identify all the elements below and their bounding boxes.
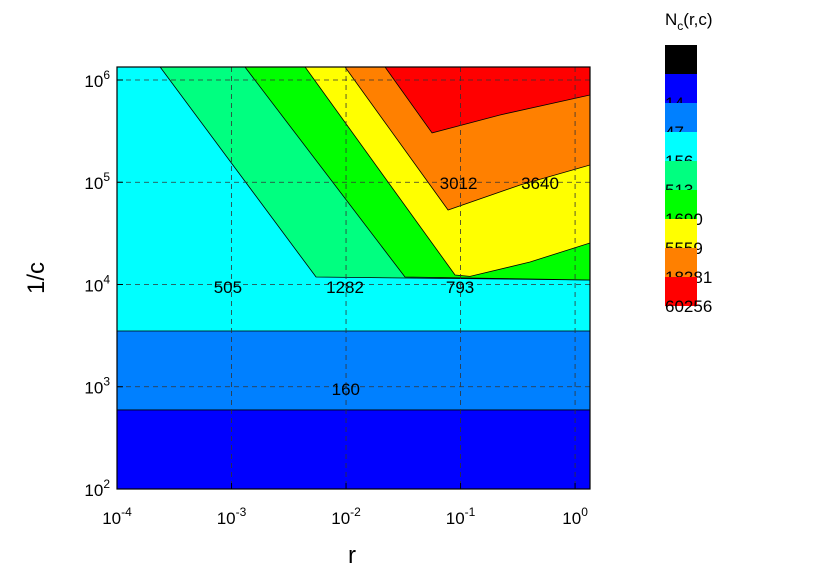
contour-label: 160 <box>332 380 360 399</box>
colorbar-title: Nc(r,c) <box>665 10 713 33</box>
tick-base: 10 <box>84 72 103 91</box>
contour-label: 505 <box>214 278 242 297</box>
tick-base: 10 <box>84 276 103 295</box>
plot-area <box>117 67 590 489</box>
colorbar-swatch <box>665 277 697 306</box>
tick-label: 106 <box>84 68 110 91</box>
tick-exponent: 3 <box>103 375 110 389</box>
x-axis-label: r <box>348 542 356 569</box>
colorbar-swatch <box>665 248 697 277</box>
colorbar-title-part: c <box>677 19 683 33</box>
tick-label: 105 <box>84 170 110 193</box>
tick-exponent: 0 <box>581 505 588 519</box>
tick-exponent: 5 <box>103 170 110 184</box>
tick-label: 104 <box>84 272 110 295</box>
tick-base: 10 <box>84 481 103 500</box>
tick-exponent: -1 <box>465 505 476 519</box>
tick-label: 103 <box>84 375 110 398</box>
colorbar-swatch <box>665 74 697 103</box>
tick-label: 10-3 <box>217 505 247 528</box>
tick-exponent: -2 <box>350 505 361 519</box>
contour-region <box>384 67 590 134</box>
tick-base: 10 <box>446 509 465 528</box>
tick-base: 10 <box>84 379 103 398</box>
tick-base: 10 <box>84 174 103 193</box>
y-axis-label: 1/c <box>23 262 50 294</box>
tick-exponent: -3 <box>236 505 247 519</box>
tick-label: 10-4 <box>102 505 132 528</box>
contour-label: 3640 <box>521 174 559 193</box>
tick-label: 100 <box>562 505 588 528</box>
contour-label: 793 <box>446 278 474 297</box>
colorbar-swatch <box>665 103 697 132</box>
colorbar-title-part: N <box>665 10 677 29</box>
colorbar-swatch <box>665 45 697 74</box>
contour-label: 1282 <box>326 278 364 297</box>
colorbar-swatch <box>665 161 697 190</box>
colorbar-title-part: (r,c) <box>683 10 712 29</box>
colorbar-swatch <box>665 132 697 161</box>
tick-exponent: 6 <box>103 68 110 82</box>
colorbar-swatch <box>665 190 697 219</box>
tick-label: 10-2 <box>331 505 361 528</box>
colorbar-swatch <box>665 219 697 248</box>
tick-exponent: -4 <box>121 505 132 519</box>
plot-frame <box>116 66 591 490</box>
tick-label: 10-1 <box>446 505 476 528</box>
tick-exponent: 2 <box>103 477 110 491</box>
tick-base: 10 <box>331 509 350 528</box>
tick-base: 10 <box>562 509 581 528</box>
tick-base: 10 <box>102 509 121 528</box>
tick-base: 10 <box>217 509 236 528</box>
contour-label: 3012 <box>440 174 478 193</box>
colorbar-label: 60256 <box>665 297 712 316</box>
tick-exponent: 4 <box>103 272 110 286</box>
tick-label: 102 <box>84 477 110 500</box>
